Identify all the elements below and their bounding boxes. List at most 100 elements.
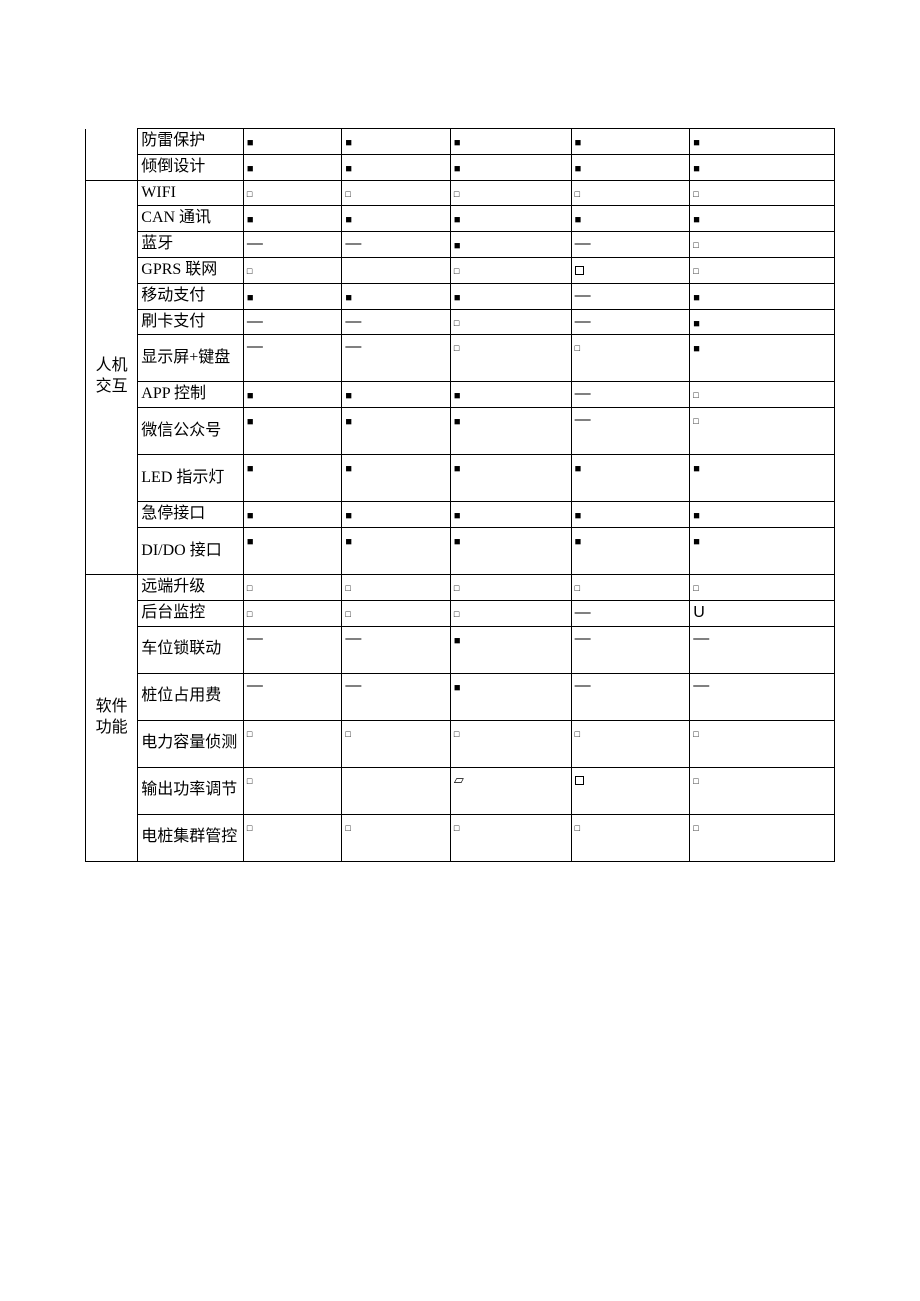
feature-label: WIFI bbox=[138, 180, 244, 206]
feature-cell: □ bbox=[690, 180, 835, 206]
category-cell bbox=[86, 129, 138, 181]
feature-cell: ■ bbox=[450, 673, 571, 720]
feature-cell: □ bbox=[450, 814, 571, 861]
feature-label: APP 控制 bbox=[138, 382, 244, 408]
table-row: LED 指示灯■■■■■ bbox=[86, 455, 835, 502]
feature-cell: ■ bbox=[450, 206, 571, 232]
feature-cell: — bbox=[243, 309, 342, 335]
feature-cell: ■ bbox=[243, 527, 342, 574]
feature-cell bbox=[571, 257, 690, 283]
feature-cell: U bbox=[690, 600, 835, 626]
feature-cell: — bbox=[342, 232, 451, 258]
feature-cell: ■ bbox=[243, 283, 342, 309]
feature-cell: — bbox=[342, 626, 451, 673]
feature-cell: ■ bbox=[690, 129, 835, 155]
feature-cell: — bbox=[571, 382, 690, 408]
table-row: CAN 通讯■■■■■ bbox=[86, 206, 835, 232]
feature-cell bbox=[342, 257, 451, 283]
feature-cell: □ bbox=[450, 720, 571, 767]
feature-label: 微信公众号 bbox=[138, 408, 244, 455]
feature-cell: □ bbox=[342, 574, 451, 600]
table-row: 人机交互WIFI□□□□□ bbox=[86, 180, 835, 206]
feature-cell: □ bbox=[571, 814, 690, 861]
table-row: 防雷保护■■■■■ bbox=[86, 129, 835, 155]
feature-label: 刷卡支付 bbox=[138, 309, 244, 335]
feature-cell: ■ bbox=[243, 382, 342, 408]
feature-cell: ■ bbox=[571, 502, 690, 528]
feature-cell: ■ bbox=[571, 206, 690, 232]
table-row: 电桩集群管控□□□□□ bbox=[86, 814, 835, 861]
feature-label: 桩位占用费 bbox=[138, 673, 244, 720]
feature-cell bbox=[342, 767, 451, 814]
feature-cell: □ bbox=[571, 335, 690, 382]
feature-cell: ■ bbox=[571, 154, 690, 180]
feature-label: 后台监控 bbox=[138, 600, 244, 626]
category-cell: 软件功能 bbox=[86, 574, 138, 861]
feature-label: 防雷保护 bbox=[138, 129, 244, 155]
feature-cell: □ bbox=[690, 382, 835, 408]
feature-matrix-table: 防雷保护■■■■■倾倒设计■■■■■人机交互WIFI□□□□□CAN 通讯■■■… bbox=[85, 128, 835, 862]
feature-cell: ■ bbox=[342, 382, 451, 408]
feature-cell: — bbox=[342, 335, 451, 382]
feature-cell: □ bbox=[450, 257, 571, 283]
feature-label: 车位锁联动 bbox=[138, 626, 244, 673]
feature-label: 电桩集群管控 bbox=[138, 814, 244, 861]
feature-cell: ■ bbox=[243, 455, 342, 502]
feature-cell: — bbox=[243, 232, 342, 258]
table-row: 输出功率调节□▱□ bbox=[86, 767, 835, 814]
feature-cell: ▱ bbox=[450, 767, 571, 814]
feature-cell: — bbox=[571, 283, 690, 309]
feature-cell: □ bbox=[571, 574, 690, 600]
feature-cell: ■ bbox=[450, 382, 571, 408]
feature-cell: □ bbox=[243, 720, 342, 767]
feature-cell: ■ bbox=[342, 129, 451, 155]
feature-cell: — bbox=[571, 232, 690, 258]
feature-cell: □ bbox=[243, 257, 342, 283]
table-row: 微信公众号■■■—□ bbox=[86, 408, 835, 455]
feature-cell: ■ bbox=[571, 455, 690, 502]
feature-cell: ■ bbox=[571, 129, 690, 155]
feature-cell: □ bbox=[342, 180, 451, 206]
feature-cell: □ bbox=[450, 600, 571, 626]
feature-cell: — bbox=[690, 626, 835, 673]
feature-cell: ■ bbox=[243, 154, 342, 180]
feature-cell: □ bbox=[243, 574, 342, 600]
feature-cell: ■ bbox=[450, 502, 571, 528]
feature-cell: — bbox=[571, 600, 690, 626]
feature-cell: □ bbox=[690, 720, 835, 767]
feature-cell: — bbox=[342, 673, 451, 720]
feature-cell: ■ bbox=[342, 527, 451, 574]
feature-cell: ■ bbox=[342, 408, 451, 455]
feature-cell: — bbox=[243, 335, 342, 382]
feature-cell: — bbox=[571, 673, 690, 720]
category-cell: 人机交互 bbox=[86, 180, 138, 574]
feature-cell: □ bbox=[690, 574, 835, 600]
feature-cell: □ bbox=[690, 257, 835, 283]
feature-label: 远端升级 bbox=[138, 574, 244, 600]
feature-cell: ■ bbox=[450, 408, 571, 455]
feature-cell: ■ bbox=[450, 232, 571, 258]
feature-cell: — bbox=[342, 309, 451, 335]
feature-cell: ■ bbox=[243, 408, 342, 455]
feature-label: 急停接口 bbox=[138, 502, 244, 528]
table-row: 刷卡支付——□—■ bbox=[86, 309, 835, 335]
feature-cell: □ bbox=[243, 767, 342, 814]
table-row: 桩位占用费——■—— bbox=[86, 673, 835, 720]
feature-cell: ■ bbox=[342, 455, 451, 502]
feature-cell: — bbox=[571, 309, 690, 335]
feature-cell: ■ bbox=[690, 455, 835, 502]
table-row: 显示屏+键盘——□□■ bbox=[86, 335, 835, 382]
feature-cell: ■ bbox=[690, 502, 835, 528]
feature-cell: ■ bbox=[571, 527, 690, 574]
feature-cell bbox=[571, 767, 690, 814]
feature-cell: ■ bbox=[450, 455, 571, 502]
feature-cell: □ bbox=[690, 767, 835, 814]
table-row: 车位锁联动——■—— bbox=[86, 626, 835, 673]
feature-label: 蓝牙 bbox=[138, 232, 244, 258]
feature-label: GPRS 联网 bbox=[138, 257, 244, 283]
feature-cell: ■ bbox=[342, 154, 451, 180]
feature-cell: ■ bbox=[342, 283, 451, 309]
feature-cell: ■ bbox=[690, 335, 835, 382]
feature-cell: □ bbox=[450, 180, 571, 206]
table-row: 软件功能远端升级□□□□□ bbox=[86, 574, 835, 600]
